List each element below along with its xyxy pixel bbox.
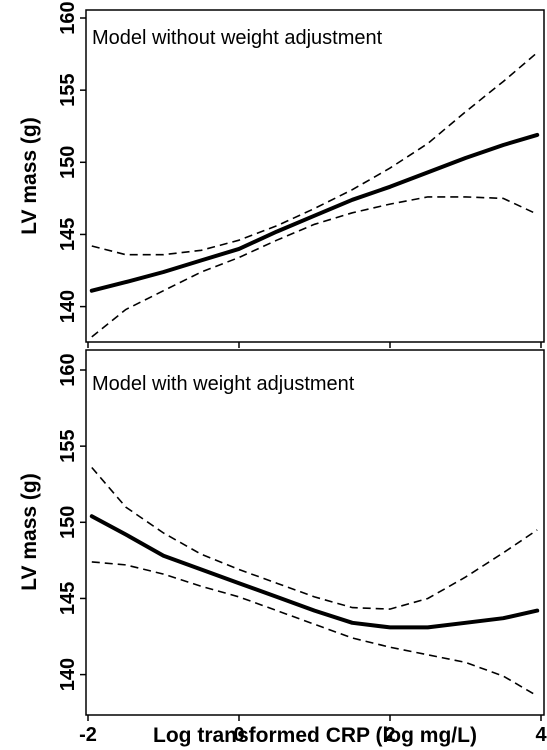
x-tick-label: -2: [79, 724, 97, 746]
x-axis-label: Log transformed CRP (log mg/L): [153, 724, 477, 747]
y-tick-label: 160: [57, 1, 79, 34]
series-layer: [89, 466, 540, 697]
y-tick-label: 140: [57, 290, 79, 323]
estimate-line: [89, 514, 540, 630]
x-axis-ticks: [87, 342, 542, 348]
lower-ci-line: [91, 561, 538, 697]
y-tick-label: 145: [57, 218, 79, 251]
y-tick-label: 155: [57, 429, 79, 462]
y-axis-ticks: 140 145 150 155 160: [57, 353, 86, 691]
y-axis-ticks: 140 145 150 155 160: [57, 1, 86, 323]
panel-bottom: Model with weight adjustment LV mass (g)…: [18, 349, 547, 747]
y-tick-label: 150: [57, 146, 79, 179]
y-axis-label: LV mass (g): [18, 473, 41, 590]
x-tick-label: 2: [384, 724, 395, 746]
panel-top: Model without weight adjustment LV mass …: [18, 1, 545, 348]
series-layer: [89, 51, 540, 338]
x-axis-ticks: -2 0 2 4: [79, 715, 547, 746]
plot-frame: [85, 349, 545, 716]
y-tick-label: 155: [57, 73, 79, 106]
upper-ci-line: [91, 51, 538, 256]
y-tick-label: 145: [57, 582, 79, 615]
lower-ci-line: [91, 196, 538, 338]
y-tick-label: 160: [57, 353, 79, 386]
y-axis-label: LV mass (g): [18, 117, 41, 234]
x-tick-label: 0: [233, 724, 244, 746]
x-tick-label: 4: [535, 724, 547, 746]
panel-title: Model with weight adjustment: [92, 373, 355, 395]
y-tick-label: 140: [57, 658, 79, 691]
plot-frame: [85, 9, 545, 343]
y-tick-label: 150: [57, 506, 79, 539]
panel-title: Model without weight adjustment: [92, 27, 383, 49]
upper-ci-line: [91, 466, 538, 610]
estimate-line: [89, 132, 540, 293]
